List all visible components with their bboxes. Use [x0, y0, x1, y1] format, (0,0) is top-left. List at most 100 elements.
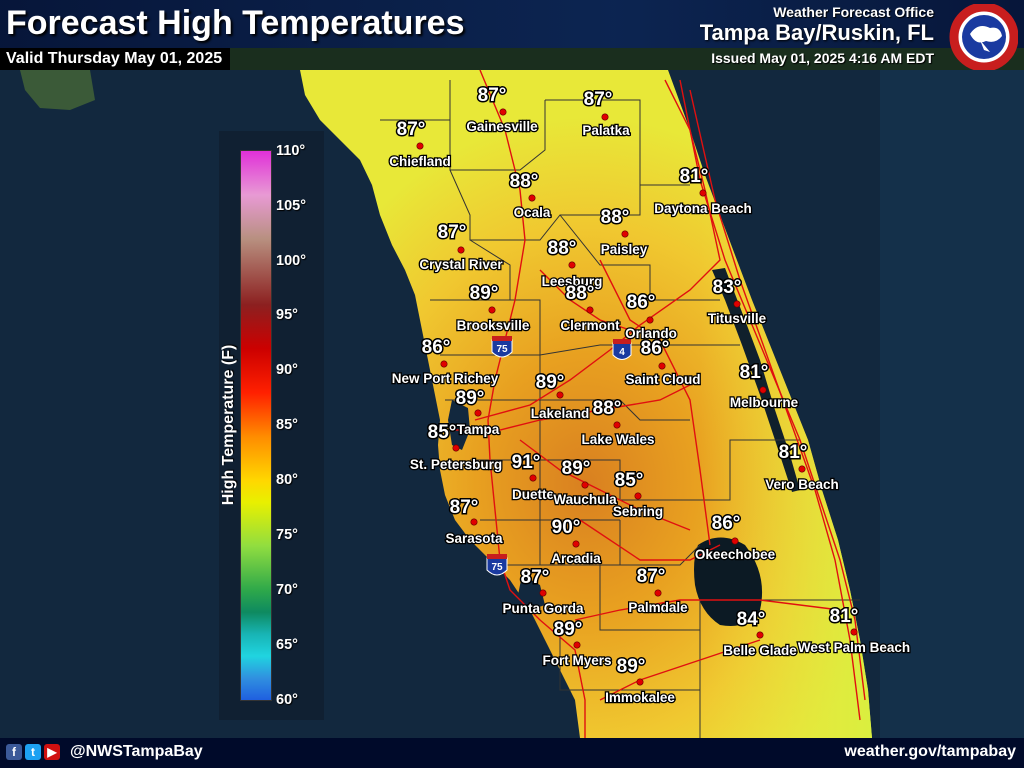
city-name: Melbourne	[730, 395, 799, 410]
city-name: Okeechobee	[695, 547, 776, 562]
city-chiefland: 87° Chiefland	[388, 118, 452, 171]
city-dot	[529, 474, 537, 482]
city-dot	[573, 641, 581, 649]
city-temperature: 85°	[615, 470, 644, 491]
twitter-icon[interactable]: t	[25, 744, 41, 760]
city-name: Wauchula	[553, 492, 617, 507]
city-temperature: 81°	[830, 606, 859, 627]
city-temperature: 88°	[548, 238, 577, 259]
office-line: Weather Forecast Office	[773, 4, 934, 20]
city-temperature: 86°	[712, 513, 741, 534]
interstate-label: 75	[496, 344, 508, 355]
city-name: Palatka	[582, 123, 630, 138]
youtube-icon[interactable]: ▶	[44, 744, 60, 760]
legend-tick: 70°	[276, 582, 298, 598]
city-temperature: 88°	[566, 283, 595, 304]
city-immokalee: 89° Immokalee	[604, 655, 677, 707]
city-temperature: 88°	[601, 207, 630, 228]
city-name: Clermont	[560, 318, 620, 333]
city-temperature: 83°	[713, 277, 742, 298]
city-dot	[634, 492, 642, 500]
city-temperature: 90°	[552, 517, 581, 538]
city-temperature: 86°	[627, 292, 656, 313]
city-temperature: 89°	[536, 372, 565, 393]
city-name: St. Petersburg	[410, 457, 502, 472]
city-name: Ocala	[514, 205, 551, 220]
city-dot	[731, 537, 739, 545]
city-name: Tampa	[457, 422, 500, 437]
city-okeechobee: 86° Okeechobee	[694, 512, 777, 564]
city-dot	[452, 444, 460, 452]
interstate-shield-i75-south: 75	[486, 554, 508, 576]
city-daytona-beach: 81° Daytona Beach	[653, 165, 753, 218]
legend-tick: 85°	[276, 417, 298, 433]
city-gainesville: 87° Gainesville	[465, 84, 539, 136]
city-temperature: 87°	[478, 85, 507, 106]
city-crystal-river: 87° Crystal River	[418, 221, 505, 274]
legend-tick: 105°	[276, 198, 306, 214]
website-link[interactable]: weather.gov/tampabay	[844, 743, 1016, 760]
city-dot	[581, 481, 589, 489]
city-temperature: 87°	[438, 222, 467, 243]
city-name: Chiefland	[389, 154, 451, 169]
city-melbourne: 81° Melbourne	[729, 361, 800, 412]
facebook-icon[interactable]: f	[6, 744, 22, 760]
city-name: Belle Glade	[723, 643, 797, 658]
interstate-label: 4	[619, 347, 625, 358]
city-titusville: 83° Titusville	[707, 276, 768, 328]
city-dot	[699, 189, 707, 197]
city-name: Punta Gorda	[502, 601, 583, 616]
city-dot	[654, 589, 662, 597]
city-name: Daytona Beach	[654, 201, 752, 216]
city-st-petersburg: 85° St. Petersburg	[409, 421, 504, 474]
legend-tick: 100°	[276, 253, 306, 269]
city-dot	[416, 142, 424, 150]
outside-land-nw	[20, 70, 95, 110]
city-leesburg: 88° Leesburg	[540, 237, 603, 291]
city-name: Palmdale	[628, 600, 688, 615]
city-belle-glade: 84° Belle Glade	[722, 608, 799, 660]
social-icons: f t ▶	[6, 744, 60, 760]
legend-tick: 60°	[276, 692, 298, 708]
city-arcadia: 90° Arcadia	[550, 516, 603, 568]
city-dot	[470, 518, 478, 526]
temperature-color-scale	[240, 150, 272, 701]
city-punta-gorda: 87° Punta Gorda	[501, 566, 585, 618]
indian-river-lagoon	[712, 268, 800, 492]
city-dot	[850, 628, 858, 636]
interstate-shield-i4: 4	[612, 339, 632, 360]
city-name: Duette	[512, 487, 554, 502]
charlotte-harbor	[518, 575, 545, 610]
city-paisley: 88° Paisley	[599, 206, 649, 259]
city-temperature: 87°	[450, 497, 479, 518]
city-west-palm-beach: 81° West Palm Beach	[797, 605, 912, 657]
city-name: Paisley	[601, 242, 648, 257]
city-temperature: 91°	[512, 452, 541, 473]
city-dot	[499, 108, 507, 116]
city-lakeland: 89° Lakeland	[529, 371, 590, 423]
legend-tick: 65°	[276, 637, 298, 653]
issued-time: Issued May 01, 2025 4:16 AM EDT	[711, 50, 934, 66]
social-handle[interactable]: @NWSTampaBay	[70, 743, 203, 760]
city-clermont: 88° Clermont	[559, 282, 621, 335]
city-temperature: 81°	[779, 442, 808, 463]
city-new-port-richey: 86° New Port Richey	[390, 336, 500, 388]
office-name: Tampa Bay/Ruskin, FL	[699, 20, 934, 45]
city-name: Lake Wales	[581, 432, 654, 447]
city-name: Titusville	[708, 311, 767, 326]
header: Forecast High Temperatures Valid Thursda…	[0, 0, 1024, 70]
city-name: West Palm Beach	[798, 640, 910, 655]
city-wauchula: 89° Wauchula	[552, 457, 618, 509]
city-sarasota: 87° Sarasota	[444, 496, 504, 548]
city-temperature: 85°	[428, 422, 457, 443]
city-dot	[586, 306, 594, 314]
city-temperature: 87°	[584, 89, 613, 110]
city-palatka: 87° Palatka	[581, 88, 631, 140]
city-temperature: 87°	[637, 566, 666, 587]
city-dot	[756, 631, 764, 639]
header-band	[0, 0, 1024, 48]
city-saint-cloud: 86° Saint Cloud	[624, 337, 702, 389]
tampa-bay	[448, 400, 470, 450]
city-dot	[440, 360, 448, 368]
interstate-label: 75	[491, 562, 503, 573]
